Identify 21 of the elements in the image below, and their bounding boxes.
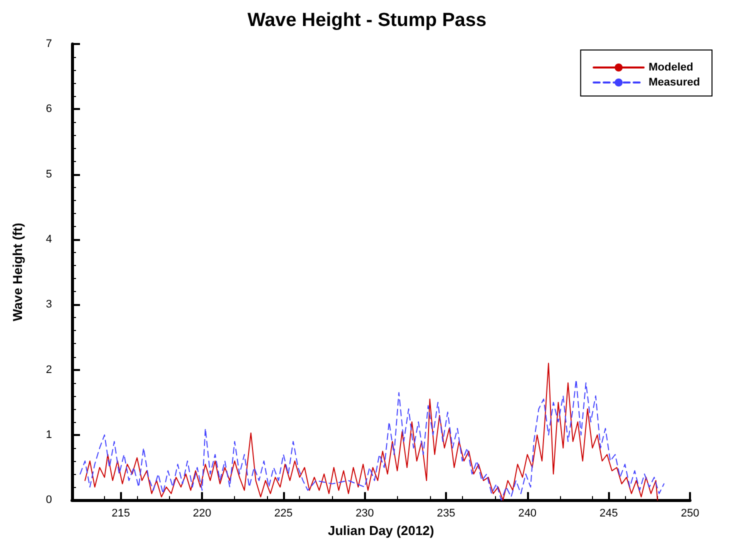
y-tick-label: 3 bbox=[46, 298, 52, 311]
x-tick-label: 245 bbox=[600, 508, 618, 520]
y-tick-label: 6 bbox=[46, 103, 52, 116]
x-tick-label: 250 bbox=[680, 508, 700, 520]
x-tick-label: 225 bbox=[274, 508, 293, 520]
y-tick-label: 7 bbox=[46, 38, 52, 50]
legend-label: Measured bbox=[648, 76, 700, 88]
chart-title: Wave Height - Stump Pass bbox=[248, 10, 486, 31]
legend-label: Modeled bbox=[648, 62, 694, 74]
x-tick-label: 215 bbox=[112, 508, 130, 520]
x-tick-label: 240 bbox=[518, 508, 537, 520]
y-tick-label: 4 bbox=[46, 233, 52, 246]
x-tick-label: 220 bbox=[192, 508, 212, 520]
y-tick-label: 5 bbox=[46, 168, 52, 180]
x-tick-label: 230 bbox=[356, 508, 374, 520]
x-axis-title: Julian Day (2012) bbox=[328, 523, 434, 538]
x-tick-label: 235 bbox=[436, 508, 456, 520]
y-axis-title: Wave Height (ft) bbox=[10, 222, 25, 322]
y-tick-label: 0 bbox=[46, 494, 52, 506]
y-tick-label: 1 bbox=[46, 428, 52, 441]
y-tick-label: 2 bbox=[46, 364, 52, 376]
